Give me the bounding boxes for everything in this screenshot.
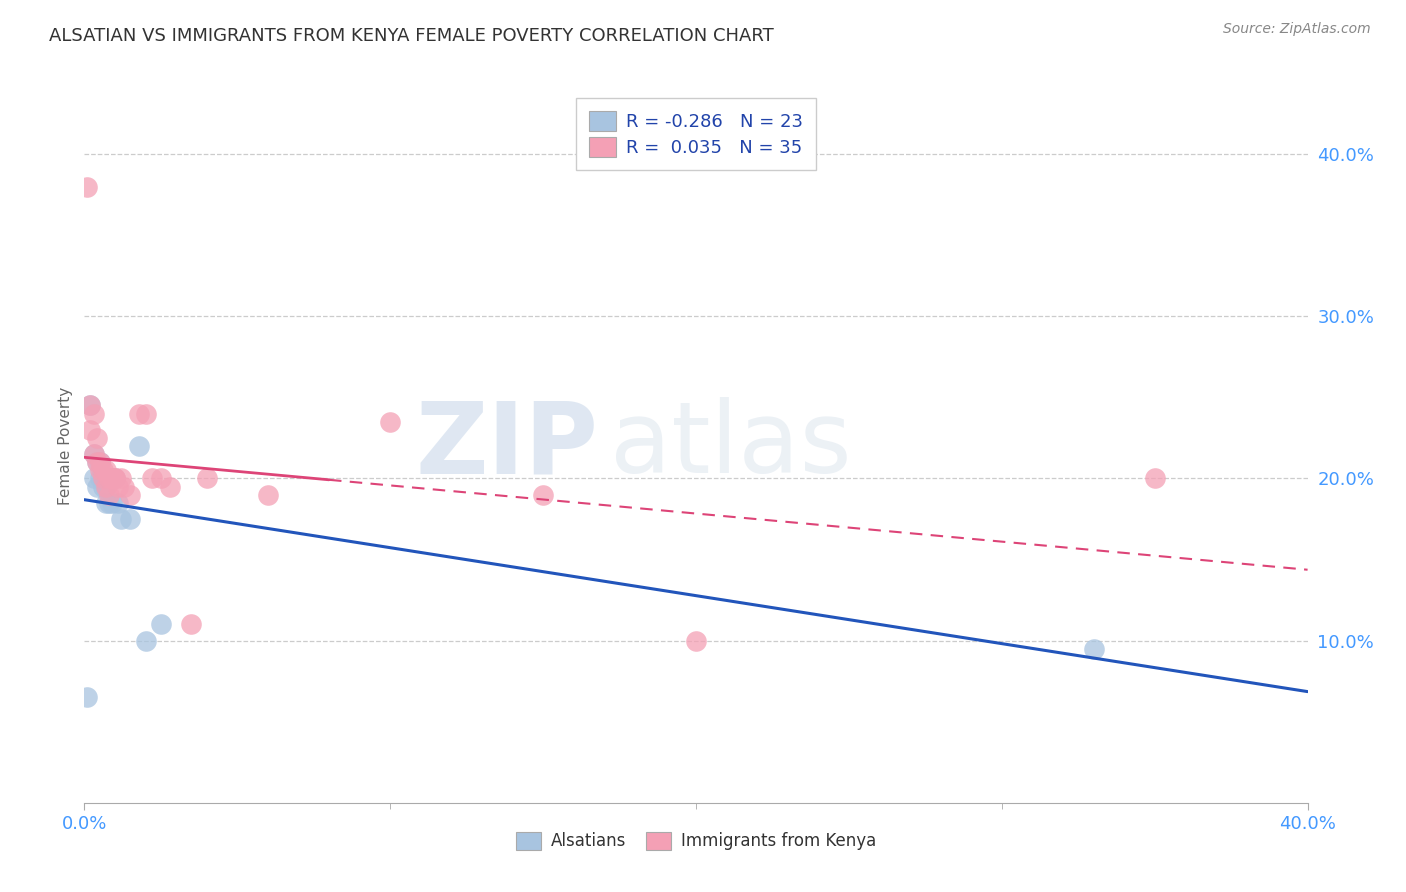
Point xyxy=(79,399,101,413)
Point xyxy=(86,479,108,493)
Point xyxy=(89,455,111,469)
Point xyxy=(97,488,120,502)
Point xyxy=(257,488,280,502)
Point xyxy=(110,471,132,485)
Point xyxy=(104,471,127,485)
Point xyxy=(94,479,117,493)
Text: atlas: atlas xyxy=(610,398,852,494)
Point xyxy=(180,617,202,632)
Point xyxy=(110,512,132,526)
Point xyxy=(195,471,218,485)
Point xyxy=(135,407,157,421)
Point xyxy=(91,471,114,485)
Legend: R = -0.286   N = 23, R =  0.035   N = 35: R = -0.286 N = 23, R = 0.035 N = 35 xyxy=(576,98,815,169)
Point xyxy=(531,488,554,502)
Point xyxy=(76,179,98,194)
Point xyxy=(83,407,105,421)
Point xyxy=(104,471,127,485)
Point xyxy=(79,423,101,437)
Point xyxy=(91,471,114,485)
Point xyxy=(101,471,124,485)
Point xyxy=(120,512,142,526)
Point xyxy=(380,415,402,429)
Point xyxy=(101,496,124,510)
Point xyxy=(107,496,129,510)
Point xyxy=(83,447,105,461)
Point xyxy=(112,479,135,493)
Point xyxy=(135,633,157,648)
Point xyxy=(128,407,150,421)
Point xyxy=(120,488,142,502)
Point xyxy=(149,617,172,632)
Point xyxy=(86,455,108,469)
Point xyxy=(97,496,120,510)
Point xyxy=(91,463,114,477)
Point xyxy=(79,399,101,413)
Point xyxy=(97,471,120,485)
Point xyxy=(94,496,117,510)
Point xyxy=(104,471,127,485)
Point xyxy=(89,471,111,485)
Y-axis label: Female Poverty: Female Poverty xyxy=(58,387,73,505)
Point xyxy=(159,479,181,493)
Point xyxy=(86,455,108,469)
Point xyxy=(94,463,117,477)
Point xyxy=(83,447,105,461)
Point xyxy=(91,479,114,493)
Point xyxy=(83,471,105,485)
Point xyxy=(94,479,117,493)
Point xyxy=(141,471,163,485)
Point xyxy=(128,439,150,453)
Text: ALSATIAN VS IMMIGRANTS FROM KENYA FEMALE POVERTY CORRELATION CHART: ALSATIAN VS IMMIGRANTS FROM KENYA FEMALE… xyxy=(49,27,773,45)
Point xyxy=(1083,641,1105,656)
Point xyxy=(86,431,108,445)
Point xyxy=(1143,471,1166,485)
Text: Source: ZipAtlas.com: Source: ZipAtlas.com xyxy=(1223,22,1371,37)
Text: ZIP: ZIP xyxy=(415,398,598,494)
Point xyxy=(97,471,120,485)
Point xyxy=(89,455,111,469)
Point xyxy=(89,463,111,477)
Point xyxy=(149,471,172,485)
Point xyxy=(107,479,129,493)
Point xyxy=(685,633,707,648)
Point xyxy=(76,690,98,705)
